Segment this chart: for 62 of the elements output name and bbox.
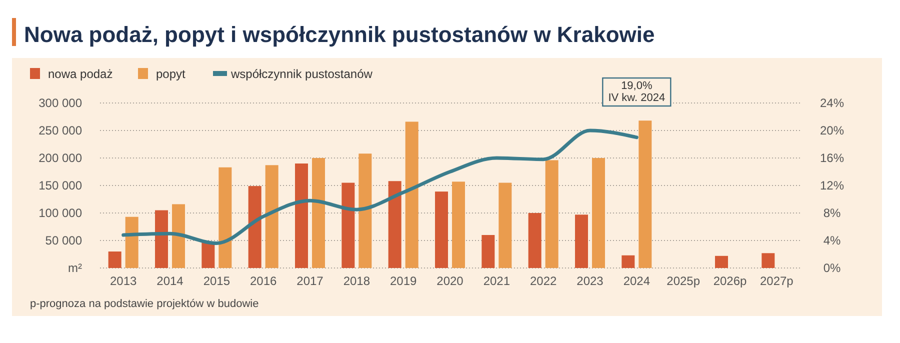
- x-tick-label: 2022: [530, 274, 558, 288]
- y2-tick-label: 0%: [823, 261, 841, 275]
- bar: [358, 154, 372, 268]
- legend-label: współczynnik pustostanów: [230, 67, 373, 81]
- chart-title: Nowa podaż, popyt i współczynnik pustostanów w Krakowie: [24, 22, 655, 47]
- y-tick-label: 50 000: [45, 234, 82, 248]
- bar: [202, 242, 215, 268]
- bar: [482, 235, 495, 268]
- x-tick-label: 2014: [156, 274, 184, 288]
- x-tick-label: 2019: [390, 274, 418, 288]
- bar: [125, 216, 138, 268]
- bar: [498, 182, 512, 268]
- bar: [295, 164, 308, 268]
- bar: [172, 204, 185, 268]
- y2-tick-label: 4%: [823, 234, 841, 248]
- y-tick-label: m²: [68, 261, 82, 275]
- bar: [545, 160, 558, 268]
- x-tick-label: 2017: [296, 274, 324, 288]
- x-tick-label: 2016: [250, 274, 278, 288]
- x-tick-label: 2015: [203, 274, 230, 288]
- y-tick-label: 200 000: [38, 151, 82, 165]
- x-tick-label: 2013: [110, 274, 138, 288]
- legend-label: nowa podaż: [48, 67, 113, 81]
- bar: [715, 256, 728, 268]
- bar: [342, 182, 355, 268]
- legend-label: popyt: [156, 67, 186, 81]
- y2-tick-label: 12%: [820, 178, 844, 192]
- annotation: 19,0% IV kw. 2024: [608, 80, 666, 104]
- y-tick-label: 150 000: [38, 178, 82, 192]
- bar: [528, 213, 542, 268]
- bar: [762, 253, 775, 268]
- bar: [452, 182, 465, 268]
- bar: [108, 252, 122, 268]
- y2-tick-label: 24%: [820, 96, 844, 110]
- x-tick-label: 2025p: [666, 274, 700, 288]
- line-series: [122, 128, 638, 245]
- y2-tick-label: 8%: [823, 206, 841, 220]
- y-tick-label: 300 000: [38, 96, 82, 110]
- bar: [248, 186, 262, 268]
- y2-tick-label: 16%: [820, 151, 844, 165]
- bar: [218, 167, 232, 268]
- bar: [622, 255, 635, 268]
- x-tick-label: 2023: [576, 274, 604, 288]
- bar: [405, 122, 418, 268]
- bar: [638, 120, 652, 268]
- text: p-prognoza na podstawie projektów w budowie: [30, 298, 259, 310]
- bar: [575, 214, 588, 268]
- x-tick-label: 2027p: [760, 274, 794, 288]
- x-tick-label: 2026p: [713, 274, 748, 288]
- y-tick-label: 250 000: [38, 124, 82, 138]
- bar: [265, 165, 278, 268]
- y-tick-label: 100 000: [38, 206, 82, 220]
- x-tick-label: 2018: [343, 274, 370, 288]
- y2-tick-label: 20%: [820, 124, 844, 138]
- bar: [155, 210, 168, 268]
- bar: [592, 158, 605, 268]
- x-tick-label: 2024: [623, 274, 650, 288]
- x-tick-label: 2021: [483, 274, 510, 288]
- bar: [435, 192, 448, 268]
- bar: [312, 158, 325, 268]
- x-tick-label: 2020: [436, 274, 464, 288]
- bar: [388, 181, 402, 268]
